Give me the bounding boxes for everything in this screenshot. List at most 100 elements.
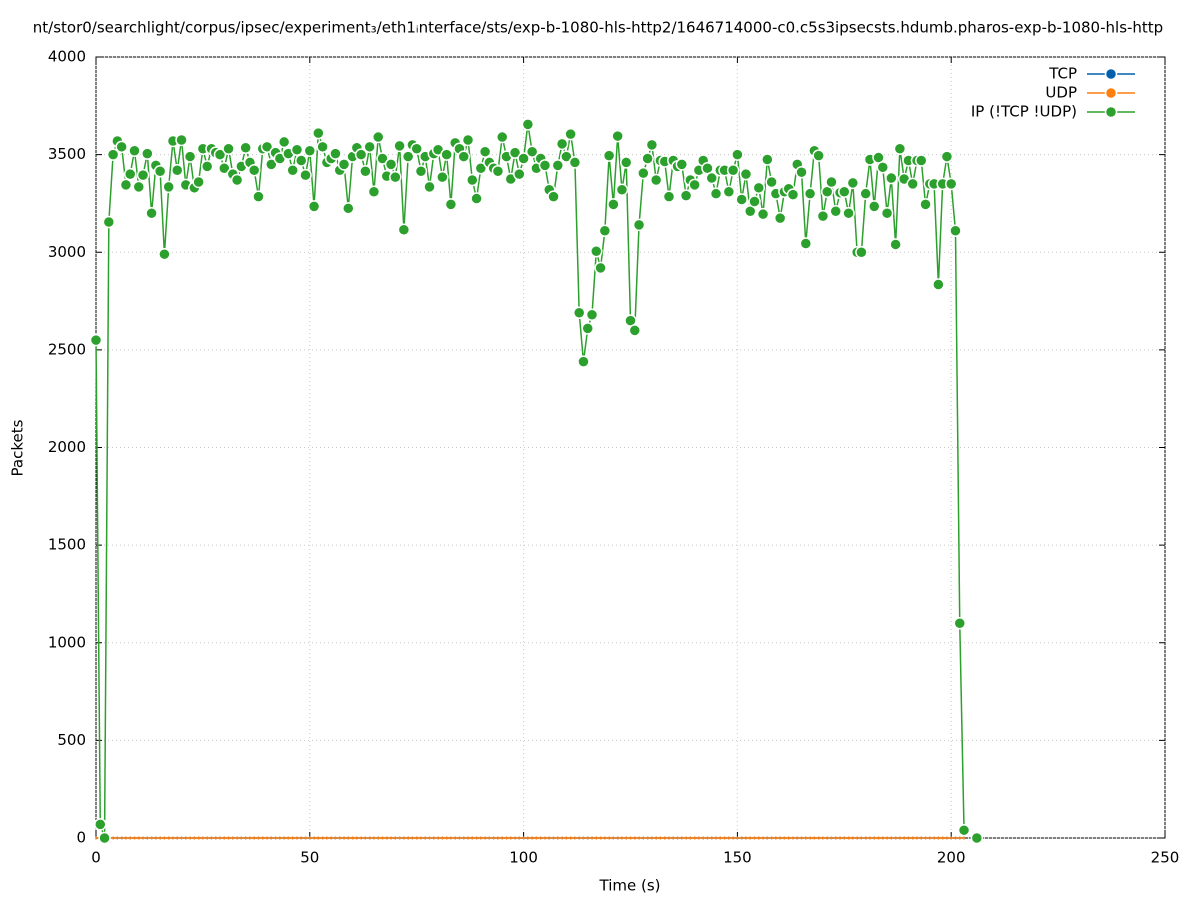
data-point: [265, 158, 278, 171]
legend-marker: [1104, 67, 1118, 81]
data-point: [213, 148, 227, 161]
data-point: [218, 162, 231, 175]
data-point: [474, 162, 488, 175]
data-point: [803, 187, 817, 200]
data-point: [880, 206, 894, 220]
data-point: [478, 145, 492, 158]
data-point: [564, 127, 577, 141]
data-point: [889, 238, 902, 251]
data-point: [846, 176, 860, 190]
data-point: [423, 180, 436, 194]
x-tick-label: 200: [937, 849, 966, 867]
data-point: [547, 190, 560, 203]
y-tick-label: 3500: [48, 145, 86, 163]
x-tick-label: 50: [300, 849, 319, 867]
data-point: [885, 171, 898, 185]
legend-label: UDP: [1045, 84, 1077, 102]
data-point: [277, 135, 291, 149]
data-point: [709, 187, 723, 200]
data-point: [761, 153, 774, 166]
data-point: [735, 193, 748, 206]
data-point: [115, 140, 128, 154]
data-point: [594, 261, 607, 275]
data-point: [722, 185, 736, 198]
y-tick-label: 1000: [48, 633, 86, 651]
data-point: [384, 158, 398, 171]
y-tick-label: 2500: [48, 340, 86, 358]
y-tick-label: 500: [57, 731, 86, 749]
data-point: [619, 156, 633, 169]
data-point: [337, 158, 351, 171]
data-point: [252, 190, 265, 203]
data-point: [444, 198, 458, 211]
chart-title: nt/stor0/searchlight/corpus/ipsec/experi…: [33, 19, 1163, 37]
data-point: [491, 164, 505, 178]
data-point: [329, 147, 342, 160]
data-point: [919, 198, 932, 211]
data-point: [915, 154, 928, 167]
data-point: [662, 190, 676, 203]
y-tick-label: 1500: [48, 536, 86, 554]
data-point: [773, 211, 787, 225]
data-point: [359, 164, 372, 178]
data-point: [230, 173, 244, 187]
data-point: [162, 180, 175, 194]
data-point: [726, 163, 740, 177]
data-point: [440, 148, 453, 161]
data-point: [598, 224, 612, 238]
data-point: [260, 140, 274, 154]
data-point: [513, 167, 526, 181]
data-point: [145, 206, 158, 220]
data-point: [551, 159, 565, 172]
data-point: [397, 223, 411, 237]
data-point: [602, 149, 616, 162]
data-point: [590, 245, 603, 258]
data-point: [867, 200, 881, 213]
data-point: [705, 171, 718, 185]
data-point: [175, 133, 188, 147]
data-point: [376, 152, 389, 165]
data-point: [294, 154, 308, 167]
data-point: [748, 195, 761, 208]
data-point: [799, 237, 813, 250]
data-point: [795, 165, 808, 179]
data-point: [568, 156, 582, 169]
data-point: [286, 163, 299, 177]
data-point: [944, 177, 958, 191]
data-point: [389, 170, 402, 184]
data-point: [855, 246, 868, 259]
data-point: [949, 224, 962, 238]
y-axis-label: Packets: [9, 419, 27, 476]
data-point: [525, 145, 539, 158]
data-point: [932, 278, 945, 291]
data-point: [581, 322, 594, 335]
data-point: [829, 204, 842, 218]
data-point: [436, 170, 449, 184]
data-point: [816, 209, 830, 223]
data-point: [906, 177, 919, 191]
data-point: [461, 133, 475, 147]
data-point: [316, 140, 329, 154]
data-point: [128, 144, 141, 157]
x-axis-label: Time (s): [599, 877, 661, 895]
data-point: [153, 164, 167, 178]
data-point: [239, 141, 252, 155]
data-point: [98, 831, 111, 845]
data-point: [555, 137, 569, 151]
data-point: [106, 148, 120, 161]
x-tick-label: 150: [723, 849, 752, 867]
y-tick-label: 4000: [48, 48, 86, 66]
data-point: [628, 324, 642, 337]
data-point: [679, 189, 693, 202]
y-tick-label: 3000: [48, 243, 86, 261]
data-point: [675, 158, 689, 171]
data-point: [247, 163, 261, 177]
data-point: [842, 206, 855, 220]
data-point: [299, 168, 312, 182]
data-point: [183, 150, 197, 163]
data-point: [641, 152, 654, 165]
data-point: [119, 178, 133, 192]
data-point: [192, 175, 205, 189]
data-point: [517, 152, 530, 165]
